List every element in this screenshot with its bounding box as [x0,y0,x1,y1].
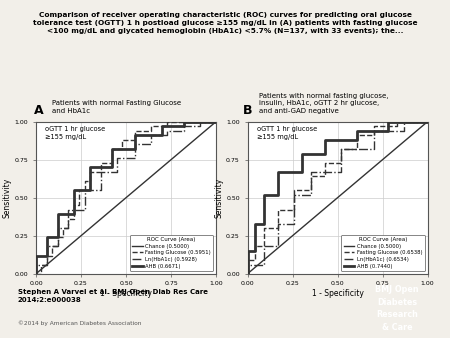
Text: Comparison of receiver operating characteristic (ROC) curves for predicting oral: Comparison of receiver operating charact… [33,12,417,34]
Y-axis label: Sensitivity: Sensitivity [3,177,12,218]
Legend: Chance (0.5000), Fasting Glucose (0.5951), Ln(HbA1c) (0.5928), AHB (0.6671): Chance (0.5000), Fasting Glucose (0.5951… [130,235,213,271]
Legend: Chance (0.5000), Fasting Glucose (0.6538), Ln(HbA1c) (0.6534), AHB (0.7440): Chance (0.5000), Fasting Glucose (0.6538… [341,235,425,271]
Text: oGTT 1 hr glucose
≥155 mg/dL: oGTT 1 hr glucose ≥155 mg/dL [45,126,105,140]
Text: ©2014 by American Diabetes Association: ©2014 by American Diabetes Association [18,320,141,326]
Text: BMJ Open
Diabetes
Research
& Care: BMJ Open Diabetes Research & Care [375,285,419,332]
Text: Patients with normal Fasting Glucose
and HbA1c: Patients with normal Fasting Glucose and… [52,100,181,114]
Text: B: B [243,104,252,117]
Text: A: A [34,104,43,117]
Text: oGTT 1 hr glucose
≥155 mg/dL: oGTT 1 hr glucose ≥155 mg/dL [256,126,317,140]
Text: Stephen A Varvel et al. BMJ Open Diab Res Care
2014;2:e000038: Stephen A Varvel et al. BMJ Open Diab Re… [18,289,208,303]
X-axis label: 1 - Specificity: 1 - Specificity [311,289,364,298]
Y-axis label: Sensitivity: Sensitivity [214,177,223,218]
X-axis label: 1 - Specificity: 1 - Specificity [100,289,152,298]
Text: Patients with normal fasting glucose,
insulin, HbA1c, oGTT 2 hr glucose,
and ant: Patients with normal fasting glucose, in… [259,93,388,114]
